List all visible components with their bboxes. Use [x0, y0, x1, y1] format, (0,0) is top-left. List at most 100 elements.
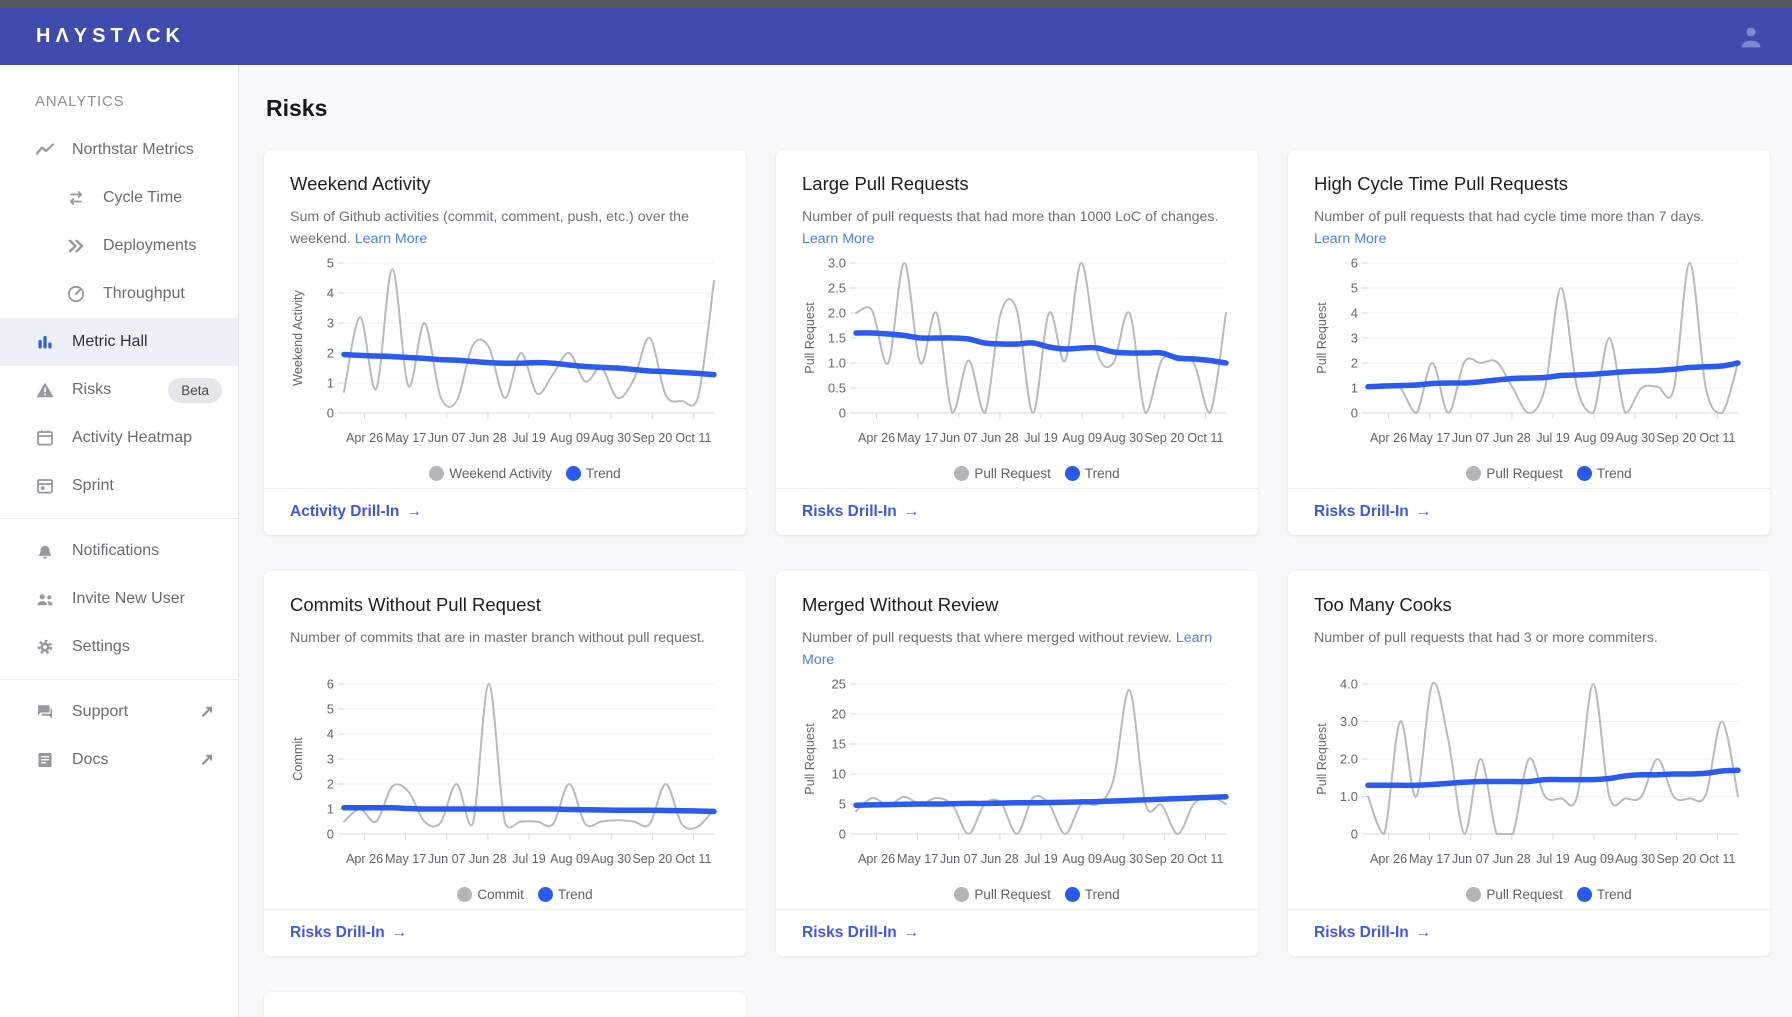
sidebar-item-sprint[interactable]: Sprint: [0, 462, 238, 510]
cycle-icon: [66, 188, 86, 208]
legend-item-raw[interactable]: Weekend Activity: [429, 466, 552, 481]
card-partial-next-row: [264, 992, 746, 1017]
svg-text:0: 0: [839, 827, 846, 842]
svg-text:May 17: May 17: [1409, 852, 1450, 866]
svg-text:Aug 09: Aug 09: [1574, 852, 1614, 866]
arrow-right-icon: →: [1415, 924, 1432, 941]
svg-text:May 17: May 17: [897, 431, 938, 445]
sidebar-item-support[interactable]: Support ↗: [0, 688, 238, 736]
card-footer: Risks Drill-In →: [776, 488, 1258, 535]
learn-more-link[interactable]: Learn More: [1314, 231, 1387, 247]
legend-item-raw[interactable]: Pull Request: [1466, 466, 1563, 481]
svg-text:Jun 07: Jun 07: [1452, 431, 1490, 445]
learn-more-link[interactable]: Learn More: [354, 231, 428, 247]
svg-text:0: 0: [839, 406, 846, 421]
legend-item-trend[interactable]: Trend: [1064, 887, 1120, 902]
svg-text:Aug 09: Aug 09: [550, 852, 590, 866]
sidebar-item-label: Risks: [72, 381, 112, 398]
legend-item-trend[interactable]: Trend: [1064, 466, 1120, 481]
svg-text:Jun 07: Jun 07: [428, 852, 466, 866]
svg-text:Jun 07: Jun 07: [940, 852, 978, 866]
svg-text:5: 5: [839, 797, 846, 812]
sidebar-item-metric-hall[interactable]: Metric Hall: [0, 318, 238, 366]
legend-dot-blue: [1576, 887, 1592, 902]
card-title: Merged Without Review: [802, 594, 999, 615]
drill-in-link[interactable]: Activity Drill-In →: [290, 503, 422, 520]
svg-text:May 17: May 17: [385, 431, 426, 445]
sidebar-item-northstar-metrics[interactable]: Northstar Metrics: [0, 126, 238, 174]
chart-legend: Commit Trend: [290, 887, 720, 902]
svg-text:Aug 09: Aug 09: [1062, 431, 1102, 445]
svg-text:Pull Request: Pull Request: [803, 302, 817, 374]
chart: 0 5 10 15 20 25 Apr 26 May 17 Jun 07 Jun 28 Jul 19…: [802, 676, 1232, 885]
legend-item-raw[interactable]: Pull Request: [954, 887, 1051, 902]
card-description: Number of pull requests that had more th…: [802, 209, 1219, 247]
svg-text:Oct 11: Oct 11: [1187, 852, 1223, 866]
svg-text:Jul 19: Jul 19: [512, 431, 546, 445]
card-footer: Risks Drill-In →: [776, 909, 1258, 956]
svg-text:Sep 20: Sep 20: [1144, 431, 1184, 445]
sidebar-item-notifications[interactable]: Notifications: [0, 527, 238, 575]
legend-item-raw[interactable]: Pull Request: [1466, 887, 1563, 902]
learn-more-link[interactable]: Learn More: [802, 630, 1213, 668]
svg-text:2: 2: [327, 346, 334, 361]
legend-item-trend[interactable]: Trend: [1576, 466, 1632, 481]
svg-text:1: 1: [327, 802, 334, 817]
svg-text:1: 1: [327, 376, 334, 391]
svg-text:Jul 19: Jul 19: [1024, 431, 1058, 445]
legend-item-raw[interactable]: Commit: [457, 887, 524, 902]
sidebar-item-throughput[interactable]: Throughput: [0, 270, 238, 318]
chart: 0 0.5 1.0 1.5 2.0 2.5 3.0 Apr 26 May 17 Jun 07 Jun…: [802, 255, 1232, 464]
chart: 0 1 2 3 4 5 6 Apr 26 May 17 Jun 07 Jun 28 Jul 19 Aug…: [1314, 255, 1744, 464]
svg-text:May 17: May 17: [897, 852, 938, 866]
card-footer: Risks Drill-In →: [1288, 909, 1770, 956]
learn-more-link[interactable]: Learn More: [802, 231, 875, 247]
svg-text:Aug 09: Aug 09: [1574, 431, 1614, 445]
svg-text:20: 20: [832, 707, 846, 722]
drill-in-link[interactable]: Risks Drill-In →: [1314, 503, 1432, 520]
drill-in-link[interactable]: Risks Drill-In →: [802, 924, 920, 941]
sidebar-item-label: Docs: [72, 751, 109, 768]
legend-item-trend[interactable]: Trend: [565, 466, 621, 481]
sidebar-item-risks[interactable]: Risks Beta: [0, 366, 238, 414]
svg-text:1.5: 1.5: [828, 331, 846, 346]
sidebar-item-deployments[interactable]: Deployments: [0, 222, 238, 270]
double-chevron-icon: [66, 236, 86, 256]
svg-text:Jun 28: Jun 28: [469, 431, 507, 445]
top-navbar: HΛYSTΛCK: [0, 8, 1792, 65]
card-description: Number of pull requests that had 3 or mo…: [1314, 630, 1658, 646]
svg-text:Jun 28: Jun 28: [981, 431, 1019, 445]
card-large-pull-requests: Large Pull Requests Number of pull reque…: [776, 150, 1258, 535]
card-title: Large Pull Requests: [802, 173, 969, 194]
drill-in-link[interactable]: Risks Drill-In →: [1314, 924, 1432, 941]
card-high-cycle-time: High Cycle Time Pull Requests Number of …: [1288, 150, 1770, 535]
page-title: Risks: [266, 95, 328, 121]
legend-dot-blue: [1064, 887, 1080, 902]
legend-item-raw[interactable]: Pull Request: [954, 466, 1051, 481]
sidebar-item-cycle-time[interactable]: Cycle Time: [0, 174, 238, 222]
svg-text:Aug 30: Aug 30: [1103, 852, 1143, 866]
sidebar-item-settings[interactable]: Settings: [0, 623, 238, 671]
sidebar-item-docs[interactable]: Docs ↗: [0, 736, 238, 784]
svg-text:6: 6: [1351, 256, 1358, 271]
svg-text:4.0: 4.0: [1340, 677, 1358, 692]
sidebar-item-invite-new-user[interactable]: Invite New User: [0, 575, 238, 623]
user-menu-button[interactable]: [1734, 20, 1768, 54]
legend-item-trend[interactable]: Trend: [537, 887, 593, 902]
haystack-logo[interactable]: HΛYSTΛCK: [36, 25, 185, 47]
bar-chart-icon: [35, 332, 55, 352]
sidebar-item-activity-heatmap[interactable]: Activity Heatmap: [0, 414, 238, 462]
svg-text:2: 2: [327, 777, 334, 792]
svg-text:3: 3: [1351, 331, 1358, 346]
chart-canvas: 0 1.0 2.0 3.0 4.0 Apr 26 May 17 Jun 07 Jun 28 Jul…: [1315, 677, 1741, 866]
svg-text:2.5: 2.5: [828, 281, 846, 296]
svg-text:Apr 26: Apr 26: [346, 431, 383, 445]
svg-text:3.0: 3.0: [828, 256, 846, 271]
drill-in-link[interactable]: Risks Drill-In →: [290, 924, 408, 941]
chart-canvas: 0 1 2 3 4 5 Apr 26 May 17 Jun 07 Jun 28 Jul 19 Aug …: [291, 256, 717, 445]
bell-icon: [35, 541, 55, 561]
legend-item-trend[interactable]: Trend: [1576, 887, 1632, 902]
main-content: Risks Weekend Activity Sum of Github act…: [239, 65, 1792, 1017]
drill-in-link[interactable]: Risks Drill-In →: [802, 503, 920, 520]
arrow-right-icon: →: [903, 924, 920, 941]
